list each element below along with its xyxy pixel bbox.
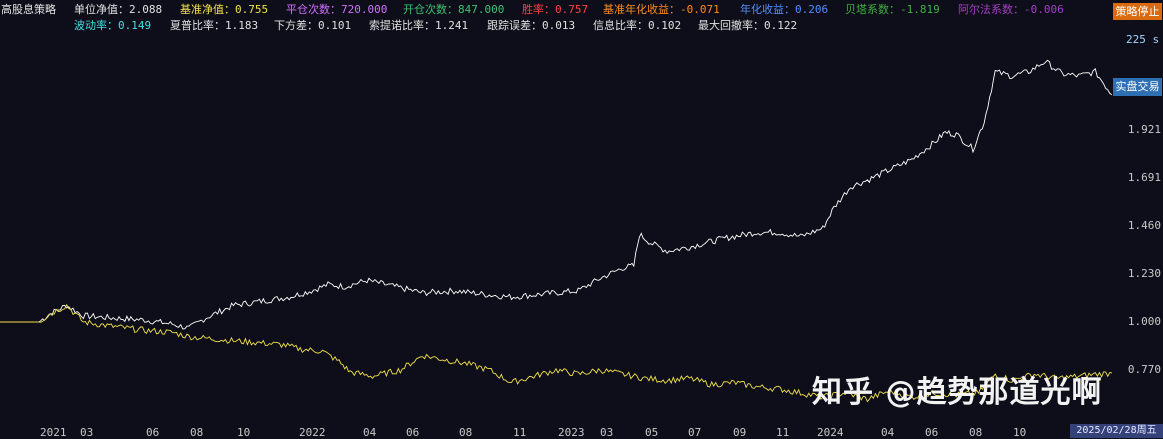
stat-label: 索提诺比率：	[369, 19, 435, 32]
equity-chart	[0, 59, 1112, 403]
x-tick-label: 04	[363, 426, 377, 439]
x-tick-label: 06	[146, 426, 160, 439]
stat-value: 0.757	[555, 3, 589, 16]
stat-value: 0.013	[542, 19, 576, 32]
stat-label: 夏普比率：	[170, 19, 225, 32]
x-tick-label: 03	[600, 426, 614, 439]
stat-value: 0.122	[764, 19, 798, 32]
x-tick-label: 10	[1013, 426, 1027, 439]
stat-value: 1.241	[435, 19, 469, 32]
stat-label: 贝塔系数：	[845, 3, 900, 16]
stat-label: 基准净值：	[180, 3, 235, 16]
stat-value: 1.183	[225, 19, 259, 32]
x-tick-label: 2021	[40, 426, 67, 439]
stat-label: 阿尔法系数：	[958, 3, 1024, 16]
x-tick-label: 11	[776, 426, 790, 439]
x-tick-label: 06	[406, 426, 420, 439]
live-trading-badge: 实盘交易	[1113, 78, 1162, 96]
x-tick-label: 08	[969, 426, 983, 439]
stat-label: 跟踪误差：	[487, 19, 542, 32]
stat-value: 0.102	[648, 19, 682, 32]
stat-row1-5: 基准年化收益：-0.071	[603, 2, 720, 18]
stat-value: -0.071	[680, 3, 720, 16]
stat-row1-3: 开仓次数：847.000	[403, 2, 504, 18]
stat-value: 0.755	[235, 3, 269, 16]
stat-label: 波动率：	[74, 19, 118, 32]
stat-label: 最大回撤率：	[698, 19, 764, 32]
x-tick-label: 07	[688, 426, 702, 439]
stat-row2-6: 最大回撤率：0.122	[698, 18, 797, 34]
y-tick-label: 1.230	[1127, 267, 1161, 281]
stats-panel: 高股息策略 单位净值：2.088 基准净值：0.755 平仓次数：720.000 开仓…	[0, 2, 1112, 36]
x-tick-label: 08	[459, 426, 473, 439]
strategy-title: 高股息策略	[1, 3, 56, 16]
interval-label: 225 s	[1126, 33, 1160, 46]
nav-series-line	[0, 59, 1112, 330]
stat-row2-1: 夏普比率：1.183	[170, 18, 258, 34]
stat-value: 720.000	[341, 3, 388, 16]
benchmark-series-line	[0, 303, 1112, 403]
stat-value: -0.006	[1024, 3, 1064, 16]
stat-value: 0.206	[795, 3, 829, 16]
stat-row2-3: 索提诺比率：1.241	[369, 18, 468, 34]
stat-row1-8: 阿尔法系数：-0.006	[958, 2, 1064, 18]
y-tick-label: 1.691	[1127, 170, 1161, 184]
stat-row2-2: 下方差：0.101	[274, 18, 351, 34]
x-tick-label: 09	[733, 426, 747, 439]
watermark: 知乎 @趋势那道光啊	[812, 375, 1103, 410]
stat-row1-6: 年化收益：0.206	[740, 2, 828, 18]
stat-value: 847.000	[458, 3, 505, 16]
stat-label: 信息比率：	[593, 19, 648, 32]
stat-row2-5: 信息比率：0.102	[593, 18, 681, 34]
y-tick-label: 0.770	[1127, 363, 1161, 376]
stat-value: 0.149	[118, 19, 152, 32]
x-tick-label: 11	[513, 426, 527, 439]
stat-row1-0: 单位净值：2.088	[74, 2, 162, 18]
price-axis: 1.921 1.691 1.460 1.230 1.000 0.770	[1112, 0, 1163, 438]
stat-row1-7: 贝塔系数：-1.819	[845, 2, 940, 18]
stat-label: 平仓次数：	[286, 3, 341, 16]
stat-label: 基准年化收益：	[603, 3, 680, 16]
x-tick-label: 05	[645, 426, 659, 439]
y-tick-label: 1.000	[1127, 315, 1161, 329]
stat-label: 单位净值：	[74, 3, 129, 16]
x-tick-label: 06	[925, 426, 939, 439]
stat-row1-1: 基准净值：0.755	[180, 2, 268, 18]
stat-label: 年化收益：	[740, 3, 795, 16]
stat-row2-4: 跟踪误差：0.013	[487, 18, 575, 34]
stat-value: -1.819	[900, 3, 940, 16]
x-tick-label: 08	[190, 426, 204, 439]
stat-label: 开仓次数：	[403, 3, 458, 16]
time-axis: 2021 03 06 08 10 2022 04 06 08 11 2023 03 05 07 09 11 20…	[0, 424, 1163, 439]
stat-value: 2.088	[129, 3, 163, 16]
x-tick-label: 03	[80, 426, 94, 439]
x-tick-label: 2022	[299, 426, 326, 439]
stat-value: 0.101	[318, 19, 352, 32]
y-tick-label: 1.460	[1127, 219, 1161, 233]
stat-label: 胜率：	[522, 3, 555, 16]
stat-row2-0: 波动率：0.149	[74, 18, 151, 34]
x-tick-label: 04	[881, 426, 895, 439]
stat-label: 下方差：	[274, 19, 318, 32]
stat-row1-4: 胜率：0.757	[522, 2, 588, 18]
stat-row1-2: 平仓次数：720.000	[286, 2, 387, 18]
x-tick-label: 2023	[558, 426, 585, 439]
x-tick-label: 2024	[817, 426, 844, 439]
x-tick-label: 10	[237, 426, 251, 439]
y-tick-label: 1.921	[1127, 123, 1161, 136]
strategy-stop-button[interactable]: 策略停止	[1113, 3, 1162, 20]
current-date-badge: 2025/02/28周五	[1070, 424, 1163, 438]
